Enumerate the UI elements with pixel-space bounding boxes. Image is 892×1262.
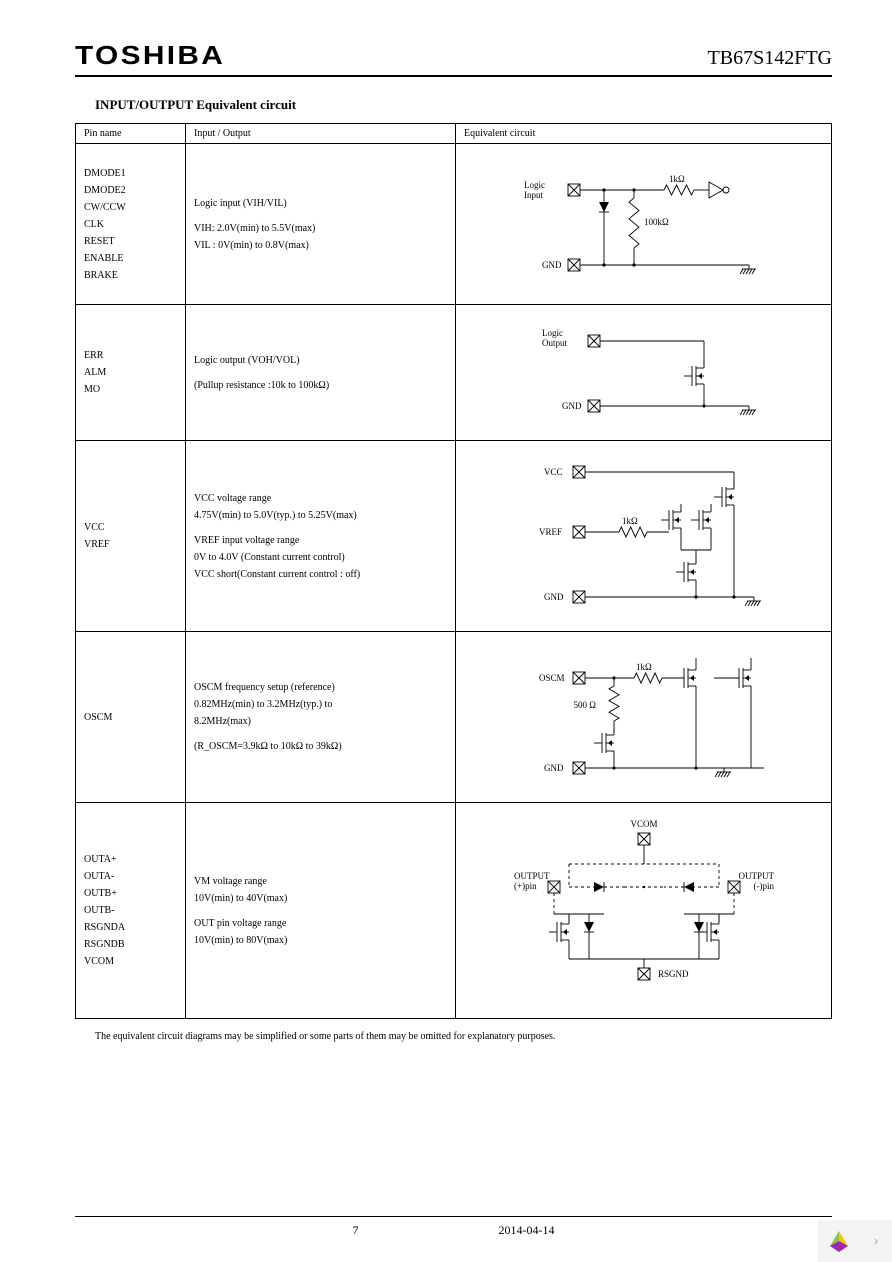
io-text: OUT pin voltage range [194,915,447,932]
circuit-diagram: VCOM OUTPUT(+)pin OUTPUT(-)pin RSGND [474,809,814,1012]
pin-label: CW/CCW [84,199,177,216]
brand-logo: TOSHIBA [75,40,225,71]
pin-label: OUTA- [84,868,177,885]
pin-label: RSGNDA [84,919,177,936]
svg-text:GND: GND [544,592,564,602]
svg-text:VREF: VREF [539,527,562,537]
table-row: OSCM OSCM frequency setup (reference)0.82… [76,632,832,803]
io-cell: VM voltage range10V(min) to 40V(max) OUT … [186,803,456,1019]
io-text: VCC short(Constant current control : off… [194,566,447,583]
pins-cell: VCCVREF [76,441,186,632]
svg-text:OUTPUT(-)pin: OUTPUT(-)pin [738,871,774,891]
io-text: 8.2MHz(max) [194,713,447,730]
io-text: 0V to 4.0V (Constant current control) [194,549,447,566]
pin-label: RESET [84,233,177,250]
io-cell: Logic input (VIH/VIL) VIH: 2.0V(min) to 5… [186,144,456,305]
table-row: VCCVREFVCC voltage range4.75V(min) to 5.… [76,441,832,632]
circuit-cell: LogicInput GND 1kΩ 100kΩ [456,144,832,305]
pins-cell: OSCM [76,632,186,803]
io-cell: VCC voltage range4.75V(min) to 5.0V(typ.… [186,441,456,632]
circuit-diagram: LogicOutput GND [494,311,794,434]
svg-text:1kΩ: 1kΩ [669,174,685,184]
corner-widget: › [818,1220,892,1262]
svg-text:100kΩ: 100kΩ [644,217,669,227]
svg-text:500 Ω: 500 Ω [573,700,596,710]
pin-label: OUTB- [84,902,177,919]
io-text: 10V(min) to 80V(max) [194,932,447,949]
io-cell: Logic output (VOH/VOL) (Pullup resistanc… [186,305,456,441]
io-text: VCC voltage range [194,490,447,507]
pin-label: OUTB+ [84,885,177,902]
corner-next-icon[interactable]: › [860,1220,892,1262]
circuit-diagram: LogicInput GND 1kΩ 100kΩ [494,150,794,298]
pin-label: DMODE2 [84,182,177,199]
io-text: VIH: 2.0V(min) to 5.5V(max) [194,220,447,237]
page-date: 2014-04-14 [499,1223,555,1238]
svg-text:VCC: VCC [544,467,563,477]
pin-label: CLK [84,216,177,233]
io-text: 4.75V(min) to 5.0V(typ.) to 5.25V(max) [194,507,447,524]
io-cell: OSCM frequency setup (reference)0.82MHz(… [186,632,456,803]
circuit-cell: LogicOutput GND [456,305,832,441]
pin-label: DMODE1 [84,165,177,182]
circuit-cell: VCOM OUTPUT(+)pin OUTPUT(-)pin RSGND [456,803,832,1019]
th-io: Input / Output [186,124,456,144]
page-footer: 7 2014-04-14 [75,1216,832,1238]
pin-label: VCOM [84,953,177,970]
io-text: 10V(min) to 40V(max) [194,890,447,907]
pins-cell: ERRALMMO [76,305,186,441]
svg-text:OSCM: OSCM [539,673,565,683]
pin-label: ENABLE [84,250,177,267]
part-number: TB67S142FTG [708,47,832,70]
equiv-circuit-table: Pin name Input / Output Equivalent circu… [75,123,832,1019]
pin-label: MO [84,381,177,398]
pins-cell: DMODE1DMODE2CW/CCWCLKRESETENABLEBRAKE [76,144,186,305]
corner-logo-icon [818,1220,860,1262]
pin-label: VREF [84,536,177,553]
section-title: INPUT/OUTPUT Equivalent circuit [95,97,832,113]
svg-text:OUTPUT(+)pin: OUTPUT(+)pin [514,871,550,891]
svg-text:LogicInput: LogicInput [524,180,545,200]
svg-text:1kΩ: 1kΩ [636,662,652,672]
footnote: The equivalent circuit diagrams may be s… [95,1031,832,1042]
circuit-diagram: VCC VREF GND 1kΩ [484,447,804,625]
io-text: Logic input (VIH/VIL) [194,195,447,212]
svg-text:1kΩ: 1kΩ [622,516,638,526]
pins-cell: OUTA+OUTA-OUTB+OUTB-RSGNDARSGNDBVCOM [76,803,186,1019]
pin-label: BRAKE [84,267,177,284]
circuit-diagram: OSCM GND 500 Ω 1kΩ [484,638,804,796]
io-text: Logic output (VOH/VOL) [194,352,447,369]
pin-label: OSCM [84,709,177,726]
io-text: 0.82MHz(min) to 3.2MHz(typ.) to [194,696,447,713]
io-text: (R_OSCM=3.9kΩ to 10kΩ to 39kΩ) [194,738,447,755]
pin-label: VCC [84,519,177,536]
svg-text:LogicOutput: LogicOutput [542,328,568,348]
io-text: VM voltage range [194,873,447,890]
svg-text:GND: GND [544,763,564,773]
io-text: OSCM frequency setup (reference) [194,679,447,696]
table-row: ERRALMMOLogic output (VOH/VOL) (Pullup r… [76,305,832,441]
io-text: (Pullup resistance :10k to 100kΩ) [194,377,447,394]
svg-text:GND: GND [542,260,562,270]
circuit-cell: VCC VREF GND 1kΩ [456,441,832,632]
page-number: 7 [353,1223,359,1238]
io-text: VIL : 0V(min) to 0.8V(max) [194,237,447,254]
io-text: VREF input voltage range [194,532,447,549]
table-row: DMODE1DMODE2CW/CCWCLKRESETENABLEBRAKELog… [76,144,832,305]
th-pin: Pin name [76,124,186,144]
pin-label: ERR [84,347,177,364]
pin-label: OUTA+ [84,851,177,868]
svg-text:RSGND: RSGND [658,969,689,979]
svg-text:VCOM: VCOM [630,819,657,829]
th-circ: Equivalent circuit [456,124,832,144]
pin-label: RSGNDB [84,936,177,953]
circuit-cell: OSCM GND 500 Ω 1kΩ [456,632,832,803]
pin-label: ALM [84,364,177,381]
svg-text:GND: GND [562,401,582,411]
table-row: OUTA+OUTA-OUTB+OUTB-RSGNDARSGNDBVCOMVM v… [76,803,832,1019]
